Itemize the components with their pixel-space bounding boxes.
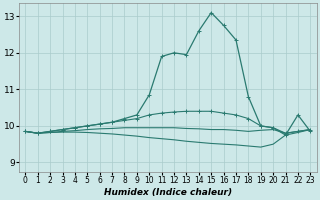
X-axis label: Humidex (Indice chaleur): Humidex (Indice chaleur) — [104, 188, 232, 197]
